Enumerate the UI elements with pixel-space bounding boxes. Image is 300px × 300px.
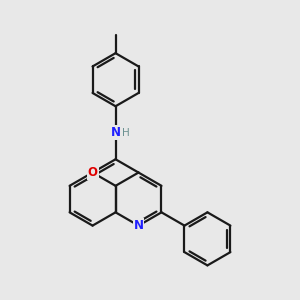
Text: H: H <box>122 128 130 138</box>
Text: N: N <box>110 126 121 139</box>
Text: N: N <box>134 219 143 232</box>
Text: O: O <box>88 166 98 179</box>
